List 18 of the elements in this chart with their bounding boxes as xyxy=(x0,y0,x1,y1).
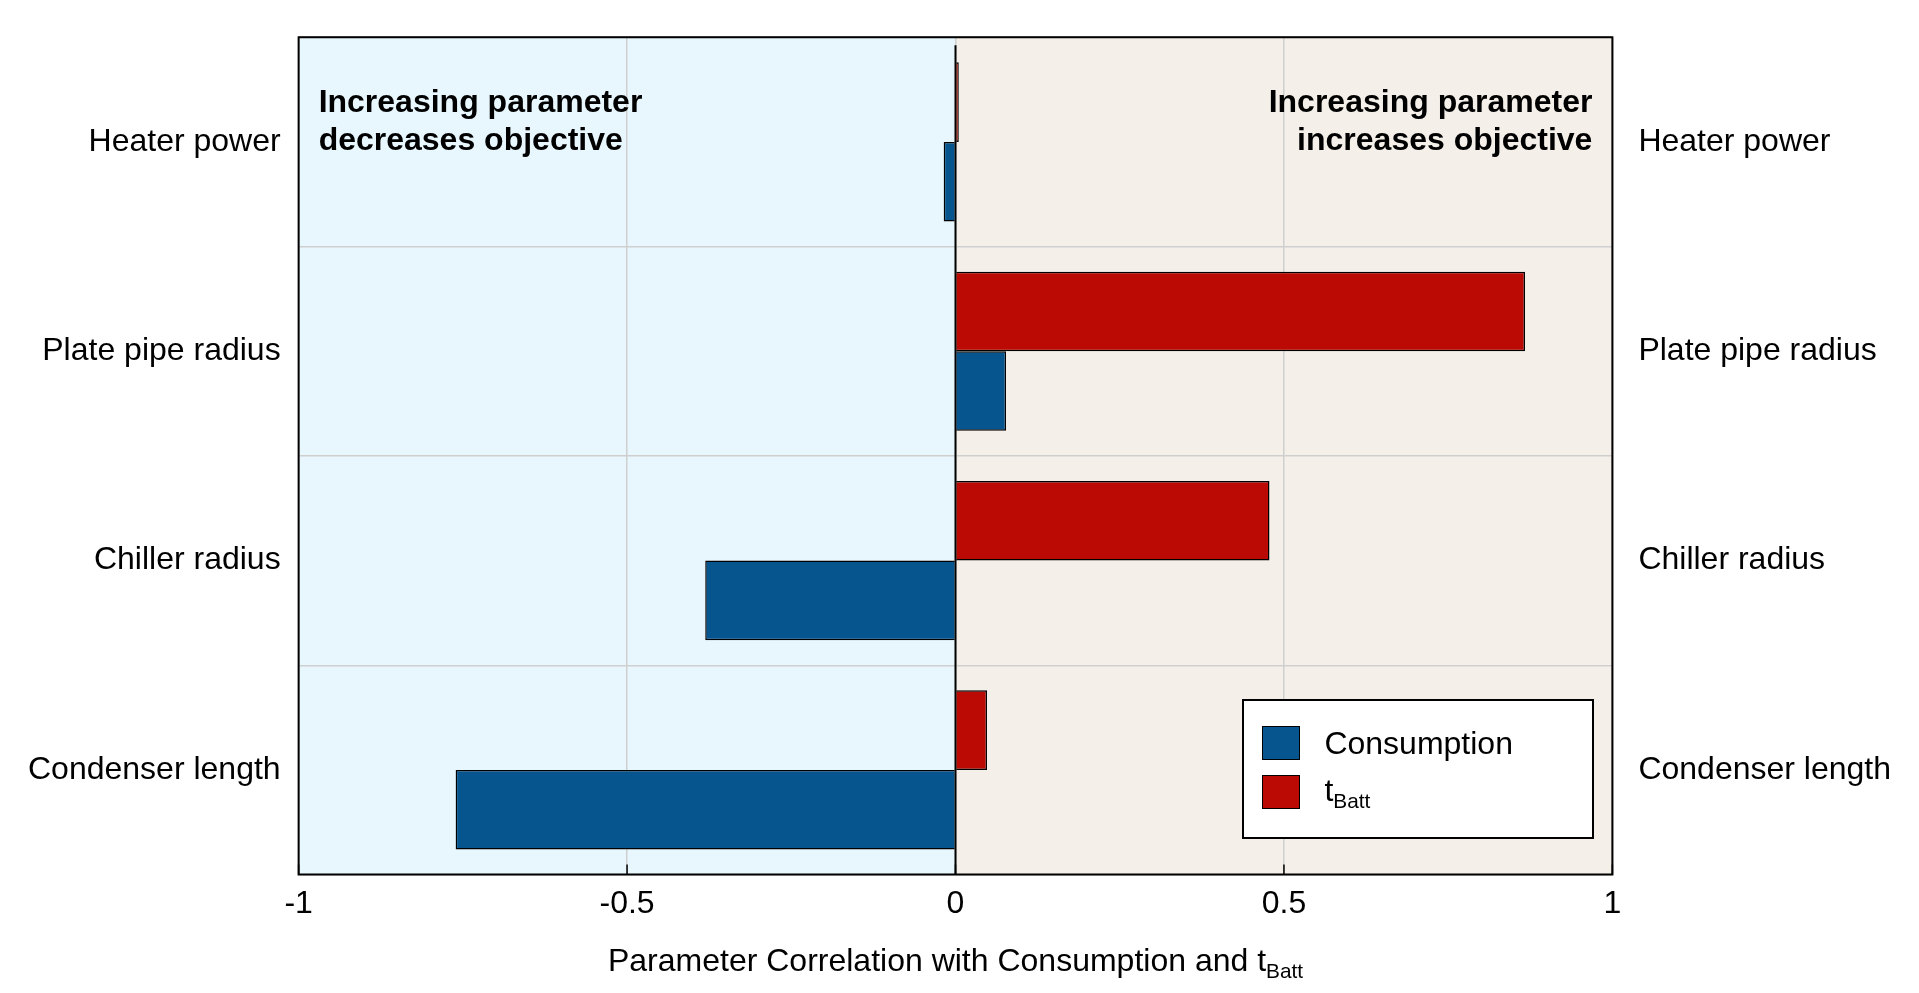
y-tick-label: Condenser length xyxy=(28,749,281,786)
y-tick-label: Heater power xyxy=(88,121,281,158)
x-tick-label: 1 xyxy=(1603,883,1622,920)
legend-label: Consumption xyxy=(1324,724,1513,762)
category-label: Plate pipe radius xyxy=(1638,331,1877,368)
x-tick-label: -0.5 xyxy=(599,883,655,920)
y-tick-label: Plate pipe radius xyxy=(42,331,281,368)
x-tick-label: 0.5 xyxy=(1261,883,1307,920)
annotation: Increasing parameter decreases objective xyxy=(318,82,644,159)
x-axis-title: Parameter Correlation with Consumption and t$_{Batt}$ xyxy=(606,942,1305,984)
category-label: Condenser length xyxy=(1638,749,1891,786)
y-tick-label: Chiller radius xyxy=(93,540,281,577)
category-label: Chiller radius xyxy=(1638,540,1826,577)
category-label: Heater power xyxy=(1638,121,1831,158)
x-tick-label: -1 xyxy=(284,883,313,920)
annotation: Increasing parameter increases objective xyxy=(1267,82,1593,159)
x-tick-label: 0 xyxy=(946,883,965,920)
legend-label: t$_{Batt}$ xyxy=(1324,771,1371,813)
